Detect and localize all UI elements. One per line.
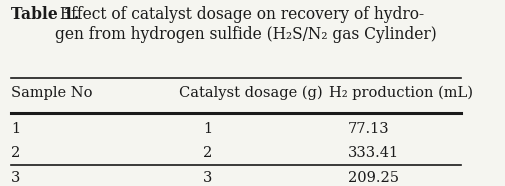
Text: 2: 2 <box>203 146 212 160</box>
Text: 2: 2 <box>11 146 20 160</box>
Text: 3: 3 <box>203 171 212 185</box>
Text: Sample No: Sample No <box>11 86 92 100</box>
Text: H₂ production (mL): H₂ production (mL) <box>329 86 472 100</box>
Text: Effect of catalyst dosage on recovery of hydro-
gen from hydrogen sulfide (H₂S/N: Effect of catalyst dosage on recovery of… <box>55 7 436 43</box>
Text: 3: 3 <box>11 171 20 185</box>
Text: Table 1.: Table 1. <box>11 7 79 23</box>
Text: 1: 1 <box>203 122 212 136</box>
Text: 77.13: 77.13 <box>347 122 389 136</box>
Text: Catalyst dosage (g): Catalyst dosage (g) <box>179 86 322 100</box>
Text: 333.41: 333.41 <box>347 146 398 160</box>
Text: 1: 1 <box>11 122 20 136</box>
Text: 209.25: 209.25 <box>347 171 398 185</box>
